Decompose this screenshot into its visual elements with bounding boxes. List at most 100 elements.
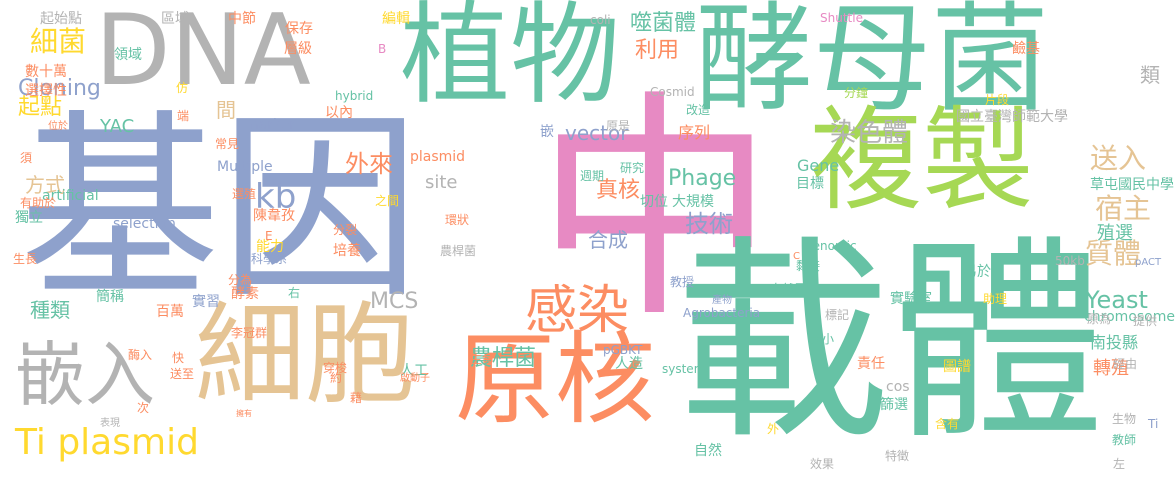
word: 科學系 <box>251 252 288 266</box>
word: 農桿菌 <box>470 346 537 371</box>
word: selection <box>113 216 176 232</box>
word: 酵母菌 <box>695 0 1050 128</box>
word: 自然界 <box>770 282 807 296</box>
word: pACT <box>1135 257 1162 268</box>
word: 序列 <box>678 123 711 142</box>
word: 編輯 <box>382 11 410 27</box>
word: cos <box>886 379 910 395</box>
word: C <box>793 251 800 262</box>
word: 生物 <box>1112 412 1137 426</box>
word: 選擇性 <box>25 83 67 99</box>
word: 原為 <box>1087 312 1112 326</box>
word: 位於 <box>48 121 68 132</box>
word: DNA <box>95 0 311 108</box>
word: 類 <box>1140 63 1160 87</box>
word: 標記 <box>825 308 850 322</box>
word: kb <box>255 177 297 217</box>
word: 擁有 <box>236 409 252 418</box>
word: 實習 <box>192 294 220 310</box>
word: 原是 <box>606 119 631 133</box>
word: 生命 <box>470 352 495 366</box>
word: 篩選 <box>880 397 908 413</box>
word: 週期 <box>580 169 605 183</box>
word: system <box>662 362 706 376</box>
word: 基因 <box>20 93 421 326</box>
word: 酵素 <box>231 286 259 302</box>
word: 易於 <box>963 264 991 280</box>
word: 質體 <box>1085 237 1142 270</box>
word: Shuttle <box>820 11 863 25</box>
word: 切位 <box>640 194 668 210</box>
word: 區域 <box>161 11 189 27</box>
word: genomic <box>805 239 857 253</box>
word: Phage <box>668 166 737 191</box>
word: 常見 <box>215 137 240 151</box>
word: 種類 <box>30 298 70 322</box>
word: 快 <box>172 351 185 365</box>
word: 細菌 <box>30 25 87 58</box>
word: 染色體 <box>830 118 909 148</box>
word: 嵌 <box>540 124 554 140</box>
word: 選殖 <box>232 187 257 201</box>
word: 有助於 <box>20 196 57 210</box>
word: 送入 <box>1090 142 1147 175</box>
word: Yeast <box>1085 286 1148 314</box>
word: 領域 <box>114 47 142 63</box>
word: 嵌入 <box>15 334 155 416</box>
word: Multiple <box>217 159 273 175</box>
word: Ti plasmid <box>15 422 199 463</box>
word: 合成 <box>588 228 628 252</box>
word: Ti <box>1148 417 1159 431</box>
word: 經由 <box>1113 357 1138 371</box>
word: Gene <box>797 156 840 175</box>
word: Agrobacteria <box>683 306 761 320</box>
word: 感染 <box>525 281 630 341</box>
word: 效果 <box>810 457 835 471</box>
word: 啟動子 <box>400 373 430 384</box>
word: 研究 <box>620 161 645 175</box>
word: 細胞 <box>195 291 415 419</box>
word: Cosmid <box>650 85 695 99</box>
word: 50kb <box>1055 254 1085 268</box>
word: 中 <box>535 70 776 350</box>
word: 酶入 <box>128 348 153 362</box>
word: 載體 <box>675 217 1105 468</box>
word: 表現 <box>100 418 120 429</box>
word: YAC <box>100 116 135 137</box>
word: E <box>265 229 273 243</box>
word: 自然 <box>694 443 722 459</box>
word: 端 <box>177 109 190 123</box>
word: 助理 <box>983 292 1008 306</box>
word: 右 <box>288 286 301 300</box>
word: 起點 <box>18 95 63 120</box>
word: 簡稱 <box>96 289 124 305</box>
word: 人工 <box>400 363 428 379</box>
word: 數十萬 <box>25 64 67 80</box>
word: 宿主 <box>1095 192 1152 225</box>
word: 層級 <box>284 41 312 57</box>
word: 大小 <box>810 332 835 346</box>
word: 分鐘 <box>844 86 869 100</box>
word: 中節 <box>228 11 256 27</box>
word: coli <box>590 13 611 27</box>
word: 間 <box>216 98 236 122</box>
word: pGBKT <box>603 343 643 357</box>
word: 次 <box>137 401 150 415</box>
word: 起始點 <box>40 11 82 27</box>
word: 黏接 <box>796 259 821 273</box>
word: 真核 <box>596 178 641 203</box>
word: 責任 <box>857 356 885 372</box>
word: 含有 <box>935 417 960 431</box>
word: 陳韋孜 <box>253 208 295 224</box>
word: 藉 <box>350 391 363 405</box>
word: 植物 <box>400 0 620 119</box>
word: 約 <box>330 371 343 385</box>
word: 提供 <box>1133 314 1158 328</box>
word: 特徵 <box>885 449 910 463</box>
word: 殖選 <box>1097 223 1133 244</box>
word: 複製 <box>810 96 1034 226</box>
word: 改造 <box>686 103 711 117</box>
word: 農桿菌 <box>440 244 477 258</box>
word: 穿梭 <box>323 361 348 375</box>
